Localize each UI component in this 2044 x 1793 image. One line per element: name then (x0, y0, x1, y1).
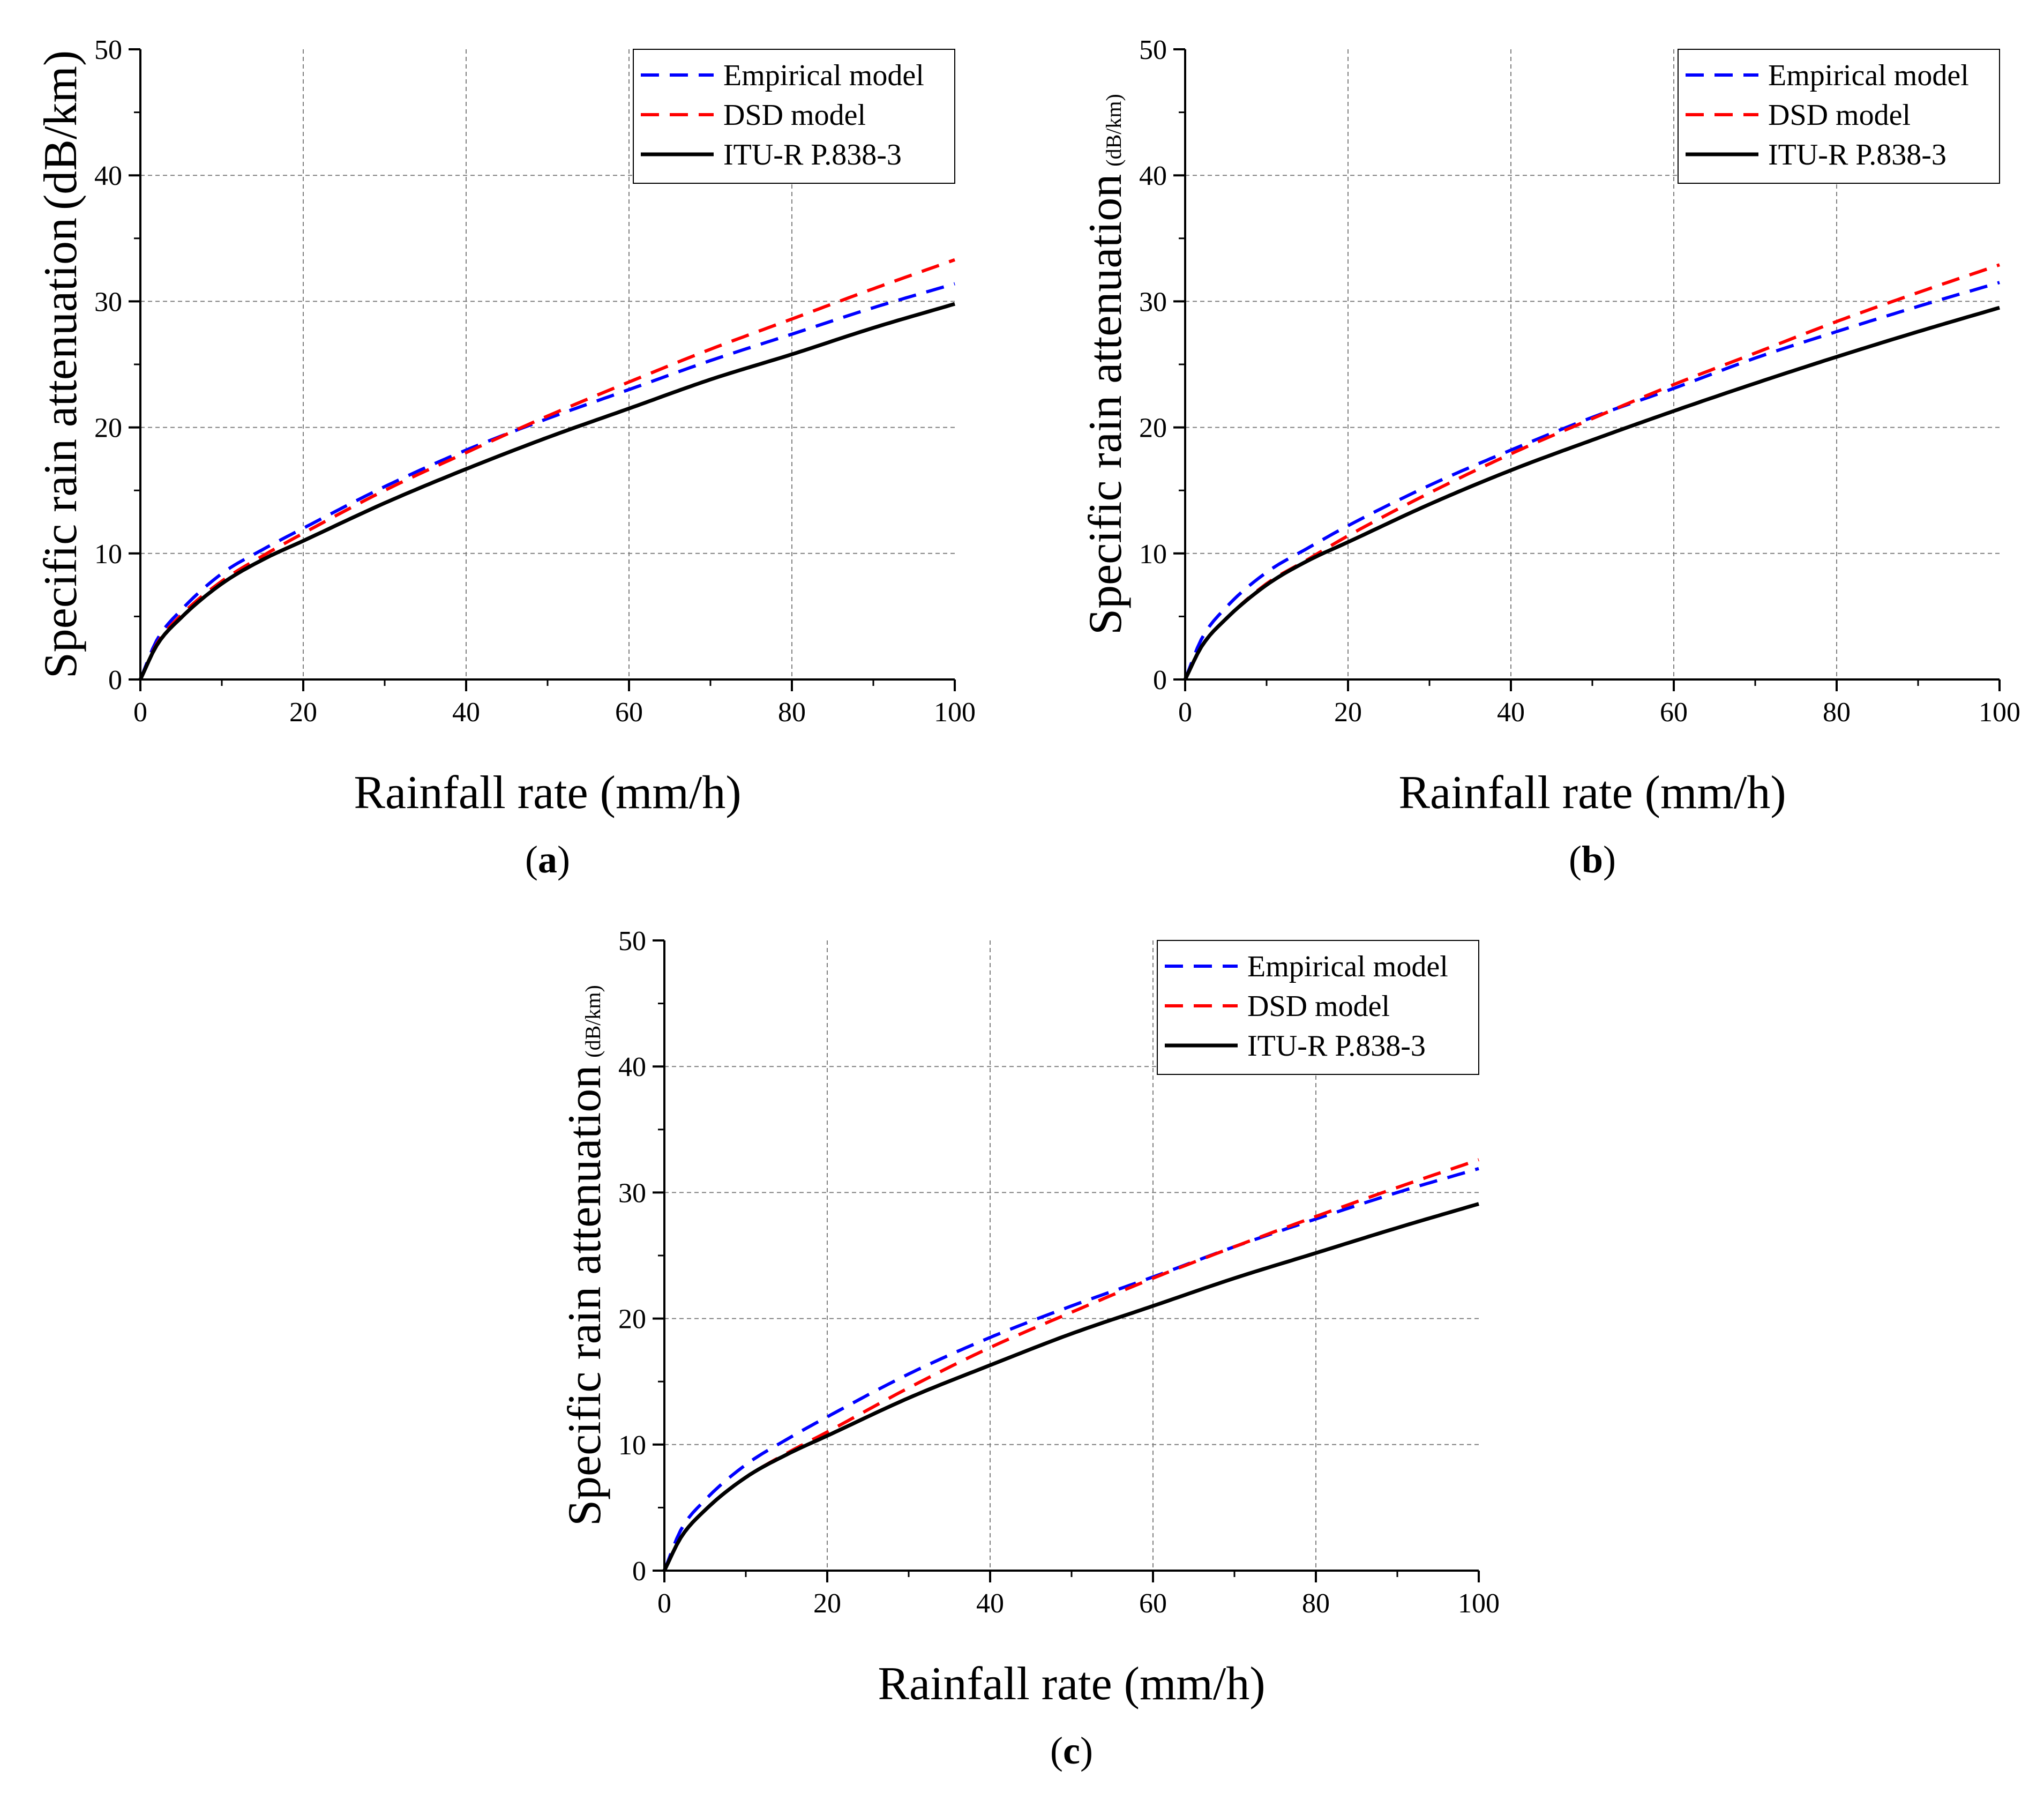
y-tick-label: 10 (94, 539, 122, 570)
legend-label: ITU-R P.838-3 (1247, 1029, 1426, 1063)
y-axis-title-unit: (dB/km) (581, 985, 605, 1058)
y-tick-label: 40 (94, 161, 122, 191)
x-tick-label: 100 (934, 697, 976, 728)
x-tick-label: 100 (1458, 1588, 1500, 1619)
panel-label-close: ) (1080, 1729, 1093, 1772)
x-tick-label: 40 (1497, 697, 1525, 728)
x-tick-label: 40 (452, 697, 480, 728)
x-tick-label: 100 (1979, 697, 2020, 728)
x-tick-label: 20 (1334, 697, 1362, 728)
x-axis-title: Rainfall rate (mm/h) (1398, 767, 1786, 819)
y-tick-label: 0 (1153, 665, 1167, 696)
legend: Empirical model DSD model ITU-R P.838-3 (1157, 940, 1479, 1075)
y-tick-label: 0 (108, 665, 122, 696)
x-tick-label: 80 (778, 697, 806, 728)
panel-label-open: ( (525, 838, 538, 881)
y-axis-title-main: Specific rain attenuation (1080, 174, 1132, 635)
chart-panel-a: 0 20 40 60 80 100 0 10 20 30 40 50 Rainfall rate (mm… (35, 35, 976, 881)
legend-label: ITU-R P.838-3 (1768, 138, 1946, 171)
legend-label: DSD model (1247, 990, 1390, 1023)
y-tick-label: 20 (1139, 413, 1167, 444)
y-axis-title-main: Specific rain attenuation (35, 218, 87, 678)
x-tick-label: 0 (1178, 697, 1192, 728)
x-tick-label: 20 (289, 697, 317, 728)
x-axis-title: Rainfall rate (mm/h) (878, 1658, 1265, 1710)
legend-label: ITU-R P.838-3 (723, 138, 902, 171)
y-axis-title-unit: (dB/km) (35, 50, 87, 210)
x-tick-label: 60 (1139, 1588, 1167, 1619)
series-line-empirical-model (1184, 281, 2000, 681)
y-tick-label: 50 (1139, 35, 1167, 65)
y-tick-label: 10 (618, 1430, 646, 1461)
y-axis-title: Specific rain attenuation (dB/km) (35, 50, 87, 678)
x-axis-title: Rainfall rate (mm/h) (354, 767, 741, 819)
x-tick-label: 0 (657, 1588, 671, 1619)
y-tick-label: 0 (632, 1556, 646, 1587)
series-line-itu-r-p-838-3 (138, 302, 955, 681)
y-axis-title: Specific rain attenuation (dB/km) (559, 985, 611, 1526)
y-tick-label: 10 (1139, 539, 1167, 570)
x-tick-label: 20 (813, 1588, 841, 1619)
panel-label: (a) (525, 838, 570, 881)
panel-label-close: ) (557, 838, 570, 881)
series-line-itu-r-p-838-3 (662, 1202, 1479, 1572)
panel-label-open: ( (1050, 1729, 1063, 1772)
y-tick-label: 50 (94, 35, 122, 65)
series-line-dsd-model (663, 1158, 1479, 1572)
legend-label: DSD model (1768, 99, 1911, 132)
chart-panel-c: 0 20 40 60 80 100 0 10 20 30 40 50 Rainfall rate (mm… (559, 926, 1500, 1772)
x-tick-label: 80 (1823, 697, 1851, 728)
x-tick-label: 40 (976, 1588, 1004, 1619)
legend: Empirical model DSD model ITU-R P.838-3 (633, 49, 955, 184)
chart-panel-b: 0 20 40 60 80 100 0 10 20 30 40 50 Rainfall rate (mm… (1080, 35, 2020, 881)
y-axis-title: Specific rain attenuation (dB/km) (1080, 94, 1132, 635)
series-line-dsd-model (1184, 263, 2000, 681)
legend-label: Empirical model (1768, 59, 1969, 92)
legend-label: DSD model (723, 99, 866, 132)
x-tick-label: 0 (133, 697, 147, 728)
y-tick-label: 30 (1139, 287, 1167, 317)
y-axis-title-unit: (dB/km) (1102, 94, 1126, 167)
series-line-empirical-model (663, 1167, 1479, 1572)
y-tick-label: 20 (618, 1304, 646, 1335)
series-line-empirical-model (139, 282, 955, 681)
x-tick-label: 60 (1660, 697, 1688, 728)
panel-label-close: ) (1603, 838, 1616, 881)
y-tick-label: 50 (618, 926, 646, 957)
grid-lines (1185, 49, 2000, 679)
series-line-itu-r-p-838-3 (1183, 305, 2000, 681)
y-tick-label: 40 (1139, 161, 1167, 191)
panel-label-open: ( (1569, 838, 1582, 881)
panel-label-letter: c (1063, 1729, 1080, 1772)
y-tick-label: 40 (618, 1052, 646, 1082)
legend-label: Empirical model (723, 59, 924, 92)
x-tick-label: 80 (1302, 1588, 1330, 1619)
x-tick-label: 60 (615, 697, 643, 728)
panel-label: (c) (1050, 1729, 1093, 1772)
panel-label: (b) (1569, 838, 1616, 881)
y-axis-title-main: Specific rain attenuation (559, 1065, 611, 1526)
y-tick-label: 30 (618, 1178, 646, 1208)
legend: Empirical model DSD model ITU-R P.838-3 (1678, 49, 2000, 184)
y-tick-label: 20 (94, 413, 122, 444)
y-tick-label: 30 (94, 287, 122, 317)
panel-label-letter: a (538, 838, 557, 881)
series-line-dsd-model (139, 258, 956, 681)
legend-label: Empirical model (1247, 950, 1448, 983)
panel-label-letter: b (1582, 838, 1603, 881)
